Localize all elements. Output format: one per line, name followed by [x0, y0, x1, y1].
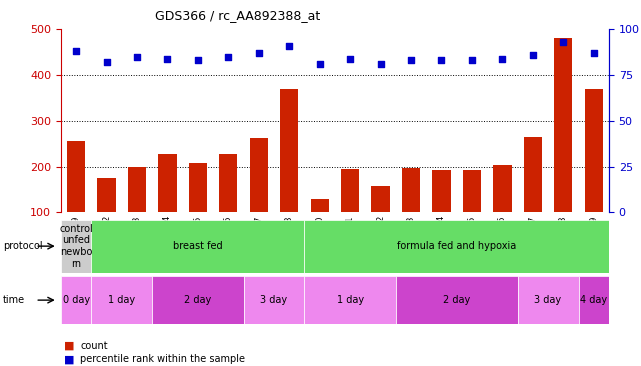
Text: 1 day: 1 day	[108, 295, 135, 305]
Text: 2 day: 2 day	[184, 295, 212, 305]
Text: 1 day: 1 day	[337, 295, 363, 305]
Point	[497, 56, 508, 61]
Point	[132, 54, 142, 60]
Bar	[304, 220, 609, 273]
Bar	[219, 154, 237, 258]
Bar	[585, 89, 603, 258]
Point	[558, 39, 569, 45]
Point	[193, 57, 203, 63]
Point	[437, 57, 447, 63]
Bar	[554, 38, 572, 258]
Point	[315, 61, 325, 67]
Point	[406, 57, 416, 63]
Text: protocol: protocol	[3, 241, 43, 251]
Bar	[371, 186, 390, 258]
Bar	[518, 276, 578, 324]
Bar	[188, 163, 207, 258]
Bar	[395, 276, 518, 324]
Bar	[578, 276, 609, 324]
Bar	[128, 167, 146, 258]
Bar	[249, 138, 268, 258]
Text: 3 day: 3 day	[535, 295, 562, 305]
Bar	[67, 141, 85, 258]
Text: 3 day: 3 day	[260, 295, 288, 305]
Text: GDS366 / rc_AA892388_at: GDS366 / rc_AA892388_at	[154, 9, 320, 22]
Point	[528, 52, 538, 58]
Bar	[304, 276, 395, 324]
Bar	[310, 198, 329, 258]
Point	[162, 56, 172, 61]
Bar	[341, 169, 359, 258]
Bar	[280, 89, 298, 258]
Text: count: count	[80, 341, 108, 351]
Bar	[92, 220, 304, 273]
Text: control
unfed
newbo
rn: control unfed newbo rn	[59, 224, 93, 269]
Point	[467, 57, 477, 63]
Text: 2 day: 2 day	[443, 295, 470, 305]
Text: ■: ■	[64, 354, 74, 365]
Y-axis label: %: %	[640, 121, 641, 131]
Point	[223, 54, 233, 60]
Bar	[432, 170, 451, 258]
Text: breast fed: breast fed	[173, 241, 222, 251]
Point	[284, 43, 294, 49]
Bar	[524, 137, 542, 258]
Bar	[244, 276, 304, 324]
Bar	[61, 276, 92, 324]
Text: 4 day: 4 day	[580, 295, 607, 305]
Text: percentile rank within the sample: percentile rank within the sample	[80, 354, 245, 365]
Point	[254, 50, 264, 56]
Bar	[493, 165, 512, 258]
Bar	[402, 168, 420, 258]
Bar	[92, 276, 153, 324]
Point	[345, 56, 355, 61]
Text: formula fed and hypoxia: formula fed and hypoxia	[397, 241, 517, 251]
Bar	[61, 220, 92, 273]
Text: 0 day: 0 day	[63, 295, 90, 305]
Bar	[97, 178, 115, 258]
Bar	[158, 154, 176, 258]
Point	[71, 48, 81, 54]
Point	[376, 61, 386, 67]
Point	[101, 59, 112, 65]
Point	[588, 50, 599, 56]
Text: ■: ■	[64, 341, 74, 351]
Bar	[153, 276, 244, 324]
Text: time: time	[3, 295, 26, 305]
Bar	[463, 170, 481, 258]
